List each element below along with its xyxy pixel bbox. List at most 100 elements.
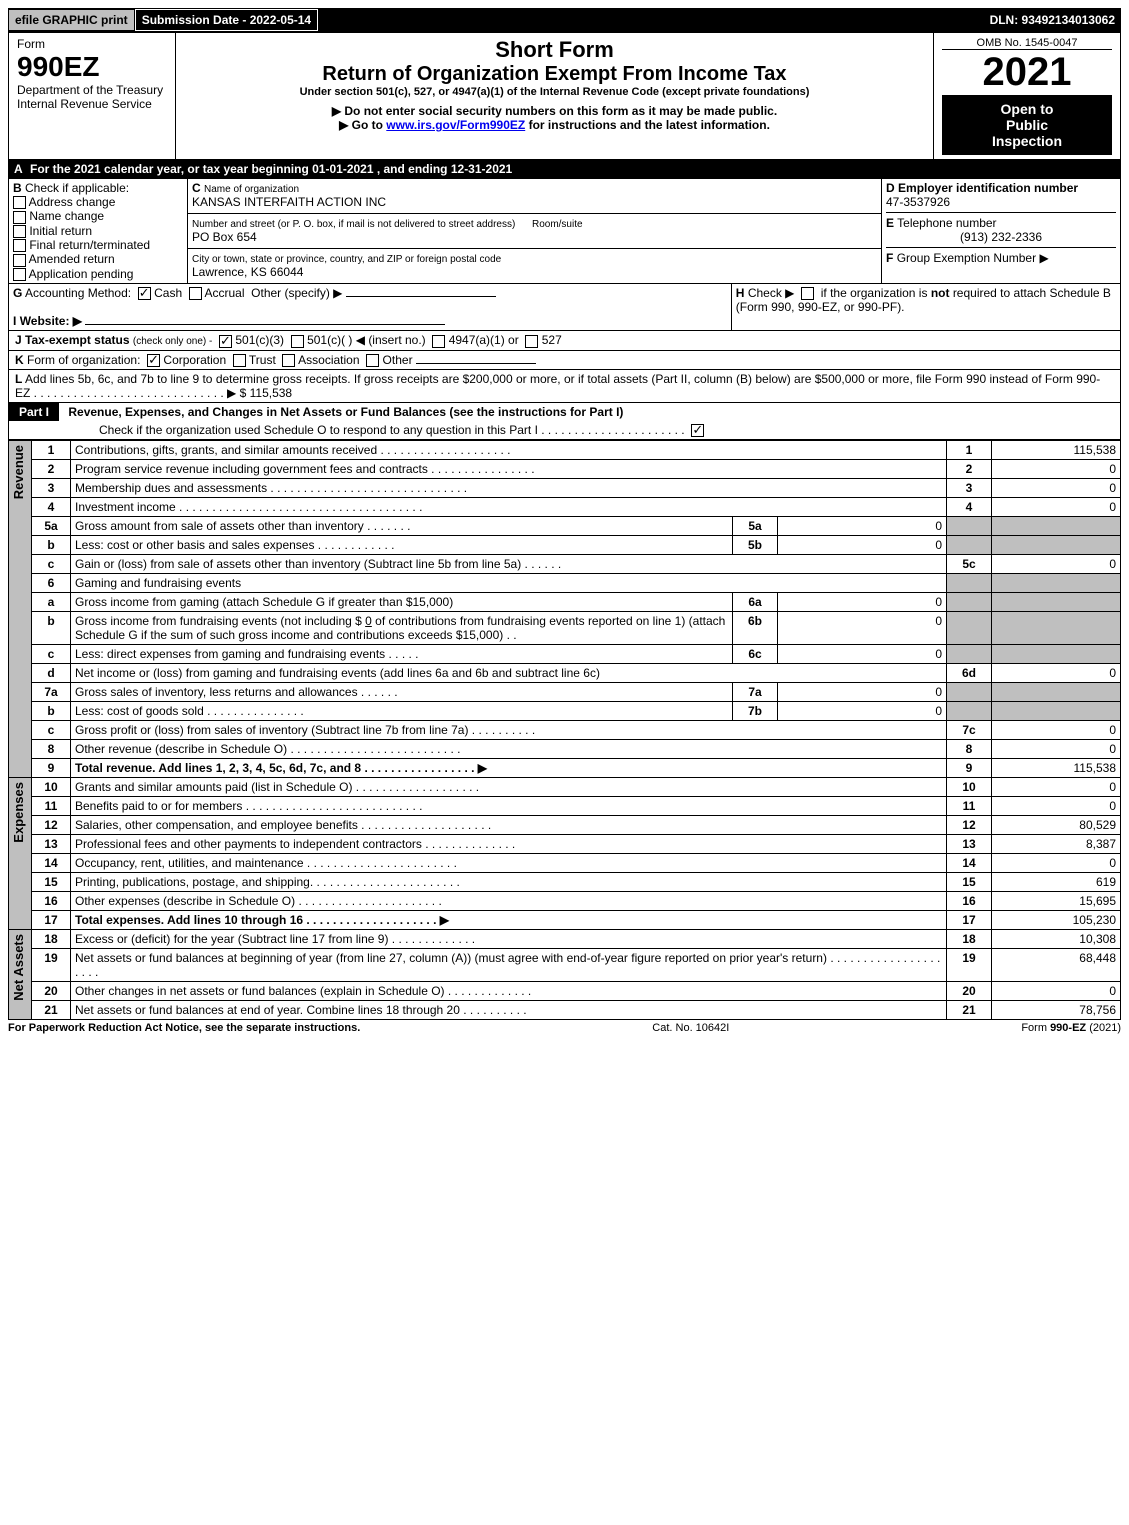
line7b-desc: Less: cost of goods sold . . . . . . . .… [71, 702, 733, 721]
part-i-table: Revenue 1 Contributions, gifts, grants, … [8, 440, 1121, 1020]
line6c-mid: 6c [733, 645, 778, 664]
line6b-desc: Gross income from fundraising events (no… [71, 612, 733, 645]
dept-label: Department of the Treasury [17, 83, 167, 97]
line7a-num: 7a [32, 683, 71, 702]
checkbox-amended-return[interactable] [13, 254, 26, 267]
line19-ln: 19 [947, 949, 992, 982]
org-name: KANSAS INTERFAITH ACTION INC [192, 195, 386, 209]
checkbox-other-org[interactable] [366, 354, 379, 367]
netassets-side-label: Net Assets [9, 930, 28, 1005]
line11-ln: 11 [947, 797, 992, 816]
line17-num: 17 [32, 911, 71, 930]
checkbox-schedule-o-part-i[interactable] [691, 424, 704, 437]
checkbox-cash[interactable] [138, 287, 151, 300]
irs-label: Internal Revenue Service [17, 97, 167, 111]
line6d-ln: 6d [947, 664, 992, 683]
opt-initial-return: Initial return [29, 224, 92, 238]
main-title: Return of Organization Exempt From Incom… [184, 63, 925, 86]
line6d-amount: 0 [992, 664, 1121, 683]
line19-amount: 68,448 [992, 949, 1121, 982]
checkbox-527[interactable] [525, 335, 538, 348]
checkbox-initial-return[interactable] [13, 225, 26, 238]
line8-amount: 0 [992, 740, 1121, 759]
line13-amount: 8,387 [992, 835, 1121, 854]
line6b-mid: 6b [733, 612, 778, 645]
line6a-mid: 6a [733, 593, 778, 612]
website-input[interactable] [85, 324, 445, 325]
line6d-num: d [32, 664, 71, 683]
line3-ln: 3 [947, 479, 992, 498]
line21-amount: 78,756 [992, 1001, 1121, 1020]
opt-application-pending: Application pending [29, 267, 134, 281]
line7a-midv: 0 [778, 683, 947, 702]
line20-ln: 20 [947, 982, 992, 1001]
check-only-one: (check only one) - [133, 336, 212, 347]
opt-corporation: Corporation [163, 353, 226, 367]
checkbox-4947[interactable] [432, 335, 445, 348]
efile-print-button[interactable]: efile GRAPHIC print [8, 9, 135, 31]
line13-desc: Professional fees and other payments to … [71, 835, 947, 854]
goto-suffix: for instructions and the latest informat… [529, 118, 770, 132]
line5b-mid: 5b [733, 536, 778, 555]
checkbox-final-return[interactable] [13, 239, 26, 252]
ein-label: Employer identification number [898, 181, 1078, 195]
letter-k: K [15, 353, 24, 367]
line10-ln: 10 [947, 778, 992, 797]
line7c-ln: 7c [947, 721, 992, 740]
checkbox-schedule-b[interactable] [801, 287, 814, 300]
line2-desc: Program service revenue including govern… [71, 460, 947, 479]
line1-num: 1 [32, 441, 71, 460]
part-i-check-note: Check if the organization used Schedule … [99, 423, 685, 437]
line14-desc: Occupancy, rent, utilities, and maintena… [71, 854, 947, 873]
checkbox-corporation[interactable] [147, 354, 160, 367]
checkbox-accrual[interactable] [189, 287, 202, 300]
catalog-number: Cat. No. 10642I [652, 1022, 729, 1034]
form-ref: Form 990-EZ (2021) [1021, 1022, 1121, 1034]
form990ez-link[interactable]: www.irs.gov/Form990EZ [386, 118, 525, 132]
opt-trust: Trust [249, 353, 276, 367]
line3-num: 3 [32, 479, 71, 498]
checkbox-501c3[interactable] [219, 335, 232, 348]
checkbox-501c[interactable] [291, 335, 304, 348]
line10-amount: 0 [992, 778, 1121, 797]
line7c-num: c [32, 721, 71, 740]
line3-amount: 0 [992, 479, 1121, 498]
checkbox-association[interactable] [282, 354, 295, 367]
line4-num: 4 [32, 498, 71, 517]
page-footer: For Paperwork Reduction Act Notice, see … [8, 1020, 1121, 1034]
checkbox-trust[interactable] [233, 354, 246, 367]
line-l: L Add lines 5b, 6c, and 7b to line 9 to … [8, 370, 1121, 403]
tax-year: 2021 [942, 50, 1112, 95]
check-applicable: Check if applicable: [25, 181, 129, 195]
line9-amount: 115,538 [992, 759, 1121, 778]
line15-ln: 15 [947, 873, 992, 892]
line12-amount: 80,529 [992, 816, 1121, 835]
line6c-midv: 0 [778, 645, 947, 664]
letter-j: J [15, 333, 22, 347]
line21-desc: Net assets or fund balances at end of ye… [71, 1001, 947, 1020]
checkbox-name-change[interactable] [13, 211, 26, 224]
checkbox-application-pending[interactable] [13, 268, 26, 281]
checkbox-address-change[interactable] [13, 196, 26, 209]
opt-527: 527 [542, 333, 562, 347]
paperwork-notice: For Paperwork Reduction Act Notice, see … [8, 1022, 360, 1034]
letter-h: H [736, 286, 745, 300]
line-a-text: For the 2021 calendar year, or tax year … [30, 162, 512, 176]
open-line3: Inspection [948, 133, 1106, 149]
letter-i: I [13, 314, 16, 328]
short-form-title: Short Form [184, 37, 925, 63]
subtitle: Under section 501(c), 527, or 4947(a)(1)… [184, 86, 925, 98]
line1-desc: Contributions, gifts, grants, and simila… [71, 441, 947, 460]
line6b-num: b [32, 612, 71, 645]
line4-amount: 0 [992, 498, 1121, 517]
line16-ln: 16 [947, 892, 992, 911]
line6a-midv: 0 [778, 593, 947, 612]
ssn-note: ▶ Do not enter social security numbers o… [184, 104, 925, 118]
letter-c: C [192, 181, 201, 195]
line1-ln: 1 [947, 441, 992, 460]
line13-ln: 13 [947, 835, 992, 854]
opt-cash: Cash [154, 286, 182, 300]
line16-num: 16 [32, 892, 71, 911]
line5a-num: 5a [32, 517, 71, 536]
line1-amount: 115,538 [992, 441, 1121, 460]
